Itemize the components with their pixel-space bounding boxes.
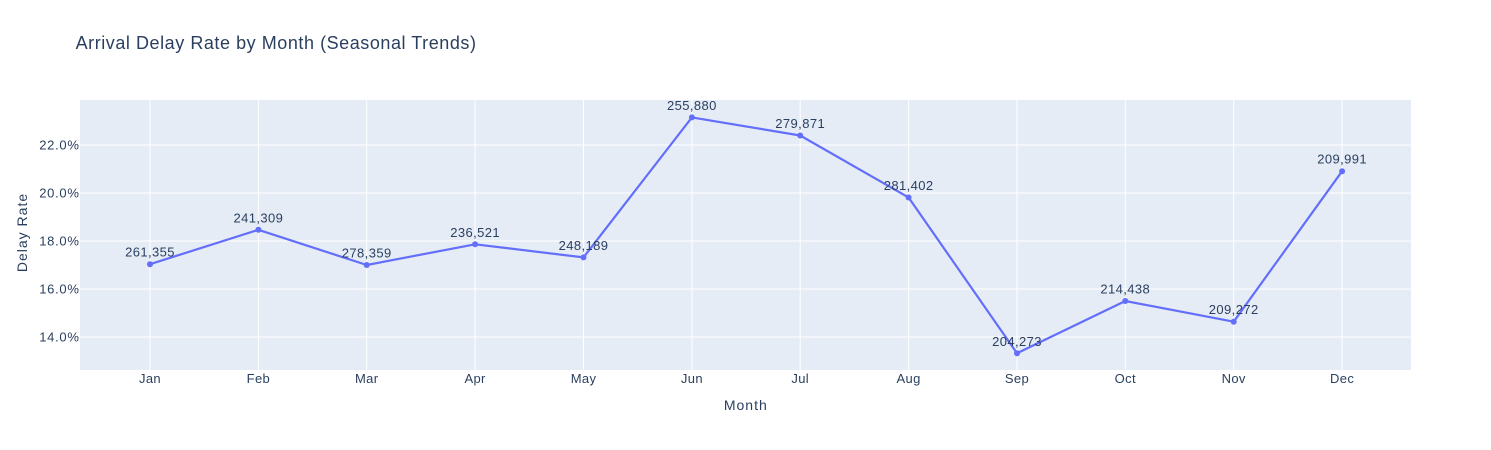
svg-text:281,402: 281,402 [884,178,934,193]
svg-text:May: May [571,371,597,386]
svg-text:Apr: Apr [464,371,486,386]
svg-text:278,359: 278,359 [342,246,392,261]
svg-text:241,309: 241,309 [234,210,284,225]
svg-text:Jul: Jul [791,371,809,386]
svg-text:20.0%: 20.0% [39,186,79,201]
svg-text:Sep: Sep [1005,371,1029,386]
svg-text:209,991: 209,991 [1317,152,1367,167]
svg-text:14.0%: 14.0% [39,330,79,345]
svg-text:Aug: Aug [897,371,921,386]
svg-text:16.0%: 16.0% [39,282,79,297]
svg-text:Arrival Delay Rate by Month (S: Arrival Delay Rate by Month (Seasonal Tr… [76,33,477,53]
svg-text:Dec: Dec [1330,371,1354,386]
svg-text:Month: Month [724,397,768,413]
svg-text:255,880: 255,880 [667,98,717,113]
svg-text:Delay Rate: Delay Rate [14,193,30,272]
svg-text:Mar: Mar [355,371,379,386]
svg-text:236,521: 236,521 [450,225,500,240]
svg-text:Jan: Jan [139,371,161,386]
svg-text:Nov: Nov [1222,371,1246,386]
svg-text:Oct: Oct [1115,371,1136,386]
svg-text:209,272: 209,272 [1209,302,1259,317]
svg-text:279,871: 279,871 [775,116,825,131]
svg-text:214,438: 214,438 [1100,282,1150,297]
svg-text:248,189: 248,189 [559,238,609,253]
svg-text:261,355: 261,355 [125,245,175,260]
svg-text:204,273: 204,273 [992,334,1042,349]
svg-text:Feb: Feb [247,371,270,386]
svg-text:Jun: Jun [681,371,703,386]
svg-text:18.0%: 18.0% [39,234,79,249]
svg-text:22.0%: 22.0% [39,138,79,153]
